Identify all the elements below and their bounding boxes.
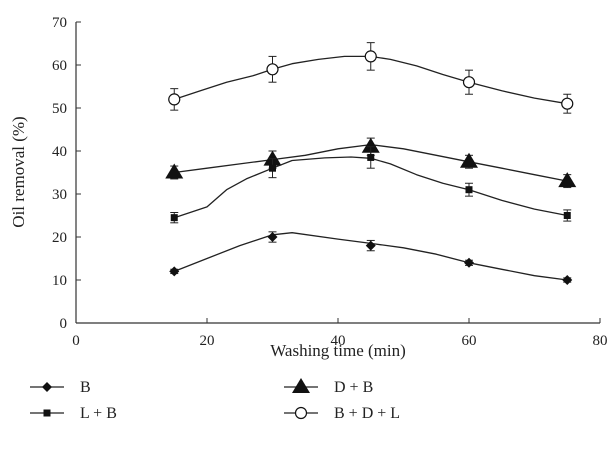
axes: 0 10 20 30 40 50 60 70 0 20 40 60 80 <box>52 15 608 349</box>
y-tick-label-0: 0 <box>60 316 68 332</box>
series-line-b <box>174 232 568 281</box>
legend-label: B <box>80 379 91 396</box>
legend-marker <box>42 382 52 392</box>
data-point <box>460 152 478 168</box>
x-tick-label-20: 20 <box>200 333 215 349</box>
y-tick-label-10: 10 <box>52 273 67 289</box>
legend-label: L + B <box>80 405 117 422</box>
y-tick-label-40: 40 <box>52 144 67 160</box>
x-tick-label-40: 40 <box>331 333 346 349</box>
series-b <box>169 231 573 285</box>
x-axis-title: Washing time (min) <box>270 341 406 360</box>
x-tick-label-60: 60 <box>462 333 477 349</box>
legend-item-d-b: D + B <box>284 378 373 396</box>
y-axis-title: Oil removal (%) <box>9 116 28 227</box>
data-point <box>364 50 377 63</box>
y-tick-label-60: 60 <box>52 58 67 74</box>
x-tick-label-80: 80 <box>593 333 608 349</box>
data-point <box>464 257 474 268</box>
data-point <box>169 266 180 277</box>
data-point <box>562 275 573 285</box>
legend-marker <box>294 406 308 420</box>
x-tick-label-0: 0 <box>72 333 80 349</box>
legend: B D + B L + B B + D + L <box>30 378 400 422</box>
data-point <box>361 137 380 153</box>
series-line-l-b <box>174 156 568 219</box>
y-tick-label-70: 70 <box>52 15 67 31</box>
data-point <box>462 76 476 89</box>
series-line-b-d-l <box>174 55 568 105</box>
y-tick-label-20: 20 <box>52 230 67 246</box>
legend-marker <box>292 378 310 393</box>
y-tick-label-50: 50 <box>52 101 67 117</box>
data-point <box>558 172 577 188</box>
legend-item-l-b: L + B <box>30 405 117 422</box>
data-point <box>269 164 276 172</box>
legend-item-b-d-l: B + D + L <box>284 405 400 422</box>
legend-item-b: B <box>30 379 91 396</box>
y-tick-label-30: 30 <box>52 187 67 203</box>
legend-marker <box>43 409 51 417</box>
data-point <box>563 212 571 219</box>
data-point <box>561 97 574 110</box>
plot-area <box>165 42 577 285</box>
data-point <box>266 63 279 76</box>
data-point <box>263 150 282 166</box>
data-point <box>165 163 184 179</box>
series-l-b <box>170 146 572 224</box>
data-point <box>367 153 375 161</box>
data-point <box>170 214 178 222</box>
legend-label: D + B <box>334 379 373 396</box>
data-point <box>465 186 473 194</box>
data-point <box>168 93 181 106</box>
data-point <box>267 232 278 242</box>
series-b-d-l <box>168 42 574 114</box>
legend-label: B + D + L <box>334 405 400 422</box>
data-point <box>365 240 376 251</box>
